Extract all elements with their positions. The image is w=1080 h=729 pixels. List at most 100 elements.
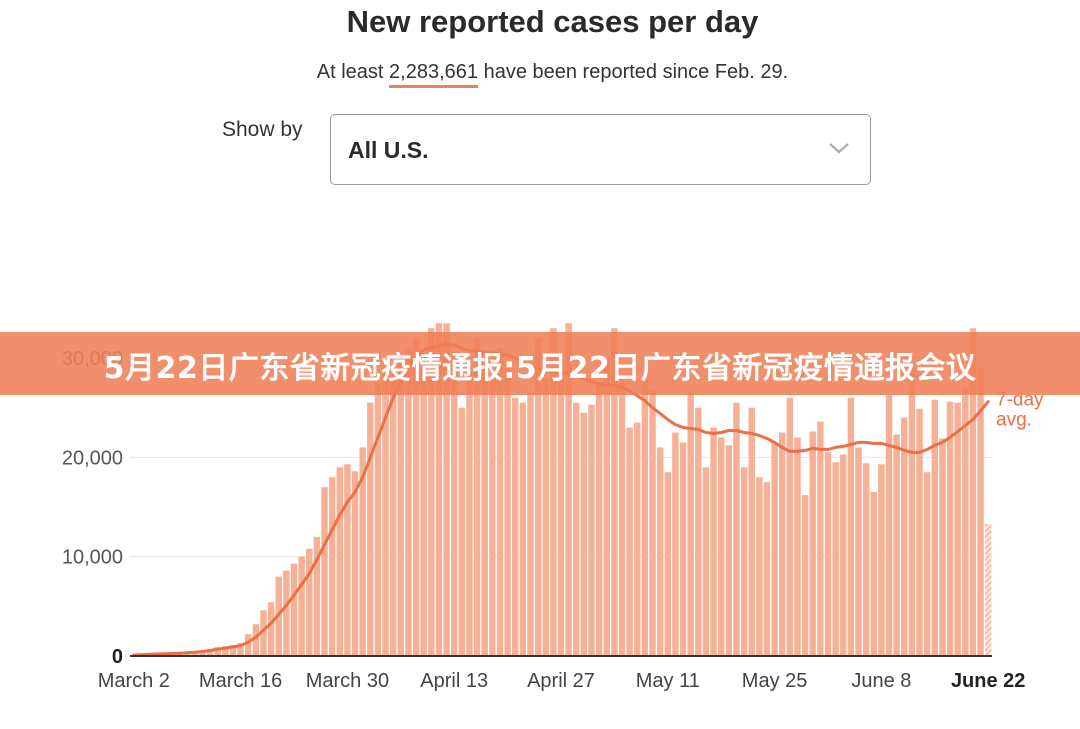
daily-cases-bar bbox=[946, 401, 954, 656]
daily-cases-bar bbox=[420, 367, 427, 656]
daily-cases-bar bbox=[367, 402, 374, 656]
daily-cases-bar bbox=[840, 454, 847, 656]
daily-cases-bar bbox=[580, 412, 588, 656]
daily-cases-bar bbox=[649, 389, 656, 656]
daily-cases-bar bbox=[504, 362, 511, 656]
daily-cases-bar bbox=[984, 523, 992, 656]
region-select[interactable]: All U.S. bbox=[330, 114, 871, 185]
daily-cases-bar bbox=[542, 377, 549, 656]
daily-cases-bar bbox=[847, 397, 855, 656]
daily-cases-bar bbox=[435, 323, 443, 656]
y-tick-label: 10,000 bbox=[62, 547, 123, 569]
total-case-count: 2,283,661 bbox=[389, 61, 479, 88]
daily-cases-bar bbox=[618, 382, 626, 656]
daily-cases-bar bbox=[199, 650, 206, 656]
daily-cases-bar bbox=[351, 471, 359, 656]
daily-cases-bar bbox=[817, 421, 824, 656]
daily-cases-bar bbox=[260, 610, 267, 656]
daily-cases-bar bbox=[359, 447, 366, 656]
daily-cases-bar bbox=[969, 328, 977, 656]
daily-cases-bar bbox=[794, 437, 801, 656]
daily-cases-bar bbox=[565, 323, 572, 656]
daily-cases-bar bbox=[191, 651, 199, 656]
daily-cases-bar bbox=[756, 477, 763, 656]
daily-cases-bar bbox=[450, 358, 458, 656]
daily-cases-bar bbox=[954, 402, 961, 656]
daily-cases-bar bbox=[626, 427, 633, 656]
daily-cases-bar bbox=[824, 452, 832, 656]
daily-cases-bar bbox=[733, 402, 740, 656]
overlay-banner bbox=[0, 332, 1080, 395]
daily-cases-bar bbox=[245, 634, 252, 656]
x-tick-label: April 13 bbox=[420, 670, 488, 692]
daily-cases-bar bbox=[229, 645, 237, 656]
daily-cases-bar bbox=[672, 432, 679, 656]
daily-cases-bar bbox=[458, 407, 466, 656]
daily-cases-bar bbox=[725, 445, 733, 656]
daily-cases-bar bbox=[206, 649, 214, 656]
daily-cases-bar bbox=[336, 467, 343, 656]
y-tick-label: 0 bbox=[112, 646, 123, 668]
daily-cases-bar bbox=[313, 536, 321, 656]
x-tick-label: May 25 bbox=[742, 670, 808, 692]
daily-cases-bar bbox=[679, 442, 687, 656]
daily-cases-bar bbox=[237, 643, 244, 656]
daily-cases-bar bbox=[496, 348, 504, 656]
daily-cases-bar bbox=[550, 328, 557, 656]
daily-cases-bar bbox=[611, 328, 618, 656]
daily-cases-bar bbox=[801, 495, 809, 656]
subtitle-suffix: have been reported since Feb. 29. bbox=[478, 61, 789, 83]
daily-cases-bar bbox=[389, 372, 397, 656]
daily-cases-bar bbox=[290, 563, 298, 656]
daily-cases-bar bbox=[870, 492, 877, 656]
daily-cases-bar bbox=[702, 467, 710, 656]
region-select-value: All U.S. bbox=[348, 137, 429, 163]
daily-cases-bar bbox=[321, 487, 328, 656]
daily-cases-bar bbox=[977, 367, 984, 656]
daily-cases-bar bbox=[534, 338, 542, 656]
chart-title: New reported cases per day bbox=[346, 4, 759, 39]
daily-cases-bar bbox=[923, 472, 931, 656]
daily-cases-bar bbox=[298, 556, 305, 656]
daily-cases-bar bbox=[603, 358, 610, 656]
daily-cases-bar bbox=[405, 348, 412, 656]
daily-cases-bar bbox=[634, 422, 641, 656]
daily-cases-bar bbox=[252, 624, 260, 656]
daily-cases-bar bbox=[664, 472, 672, 656]
line-legend-label: avg. bbox=[996, 410, 1032, 431]
y-tick-label: 20,000 bbox=[62, 447, 123, 469]
daily-cases-bar bbox=[397, 362, 405, 656]
daily-cases-bar bbox=[786, 397, 794, 656]
daily-cases-bar bbox=[283, 570, 290, 656]
daily-cases-bar bbox=[374, 382, 382, 656]
daily-cases-bar bbox=[573, 402, 580, 656]
daily-cases-bar bbox=[908, 367, 916, 656]
daily-cases-bar bbox=[512, 397, 519, 656]
daily-cases-bar bbox=[962, 387, 969, 656]
daily-cases-bar bbox=[595, 382, 603, 656]
daily-cases-bar bbox=[527, 392, 534, 656]
daily-cases-bar bbox=[428, 328, 435, 656]
daily-cases-bar bbox=[710, 427, 717, 656]
daily-cases-bar bbox=[916, 408, 923, 656]
daily-cases-bar bbox=[862, 463, 870, 656]
x-tick-label: March 30 bbox=[306, 670, 389, 692]
show-by-label: Show by bbox=[222, 118, 303, 141]
daily-cases-bar bbox=[267, 602, 275, 656]
daily-cases-bar bbox=[214, 647, 221, 656]
chevron-down-icon bbox=[829, 143, 849, 154]
daily-cases-bar bbox=[878, 464, 885, 656]
daily-cases-bar bbox=[473, 338, 481, 656]
daily-cases-bar bbox=[466, 372, 473, 656]
daily-cases-bar bbox=[306, 548, 313, 656]
daily-cases-bar bbox=[344, 464, 351, 656]
daily-cases-bar bbox=[740, 467, 748, 656]
daily-cases-bar bbox=[656, 447, 664, 656]
daily-cases-bar bbox=[931, 399, 939, 656]
daily-cases-bar bbox=[328, 477, 336, 656]
chart-subtitle: At least 2,283,661 have been reported si… bbox=[0, 61, 1080, 88]
daily-cases-bar bbox=[855, 447, 862, 656]
daily-cases-bar bbox=[481, 358, 488, 656]
daily-cases-bar bbox=[588, 404, 595, 656]
